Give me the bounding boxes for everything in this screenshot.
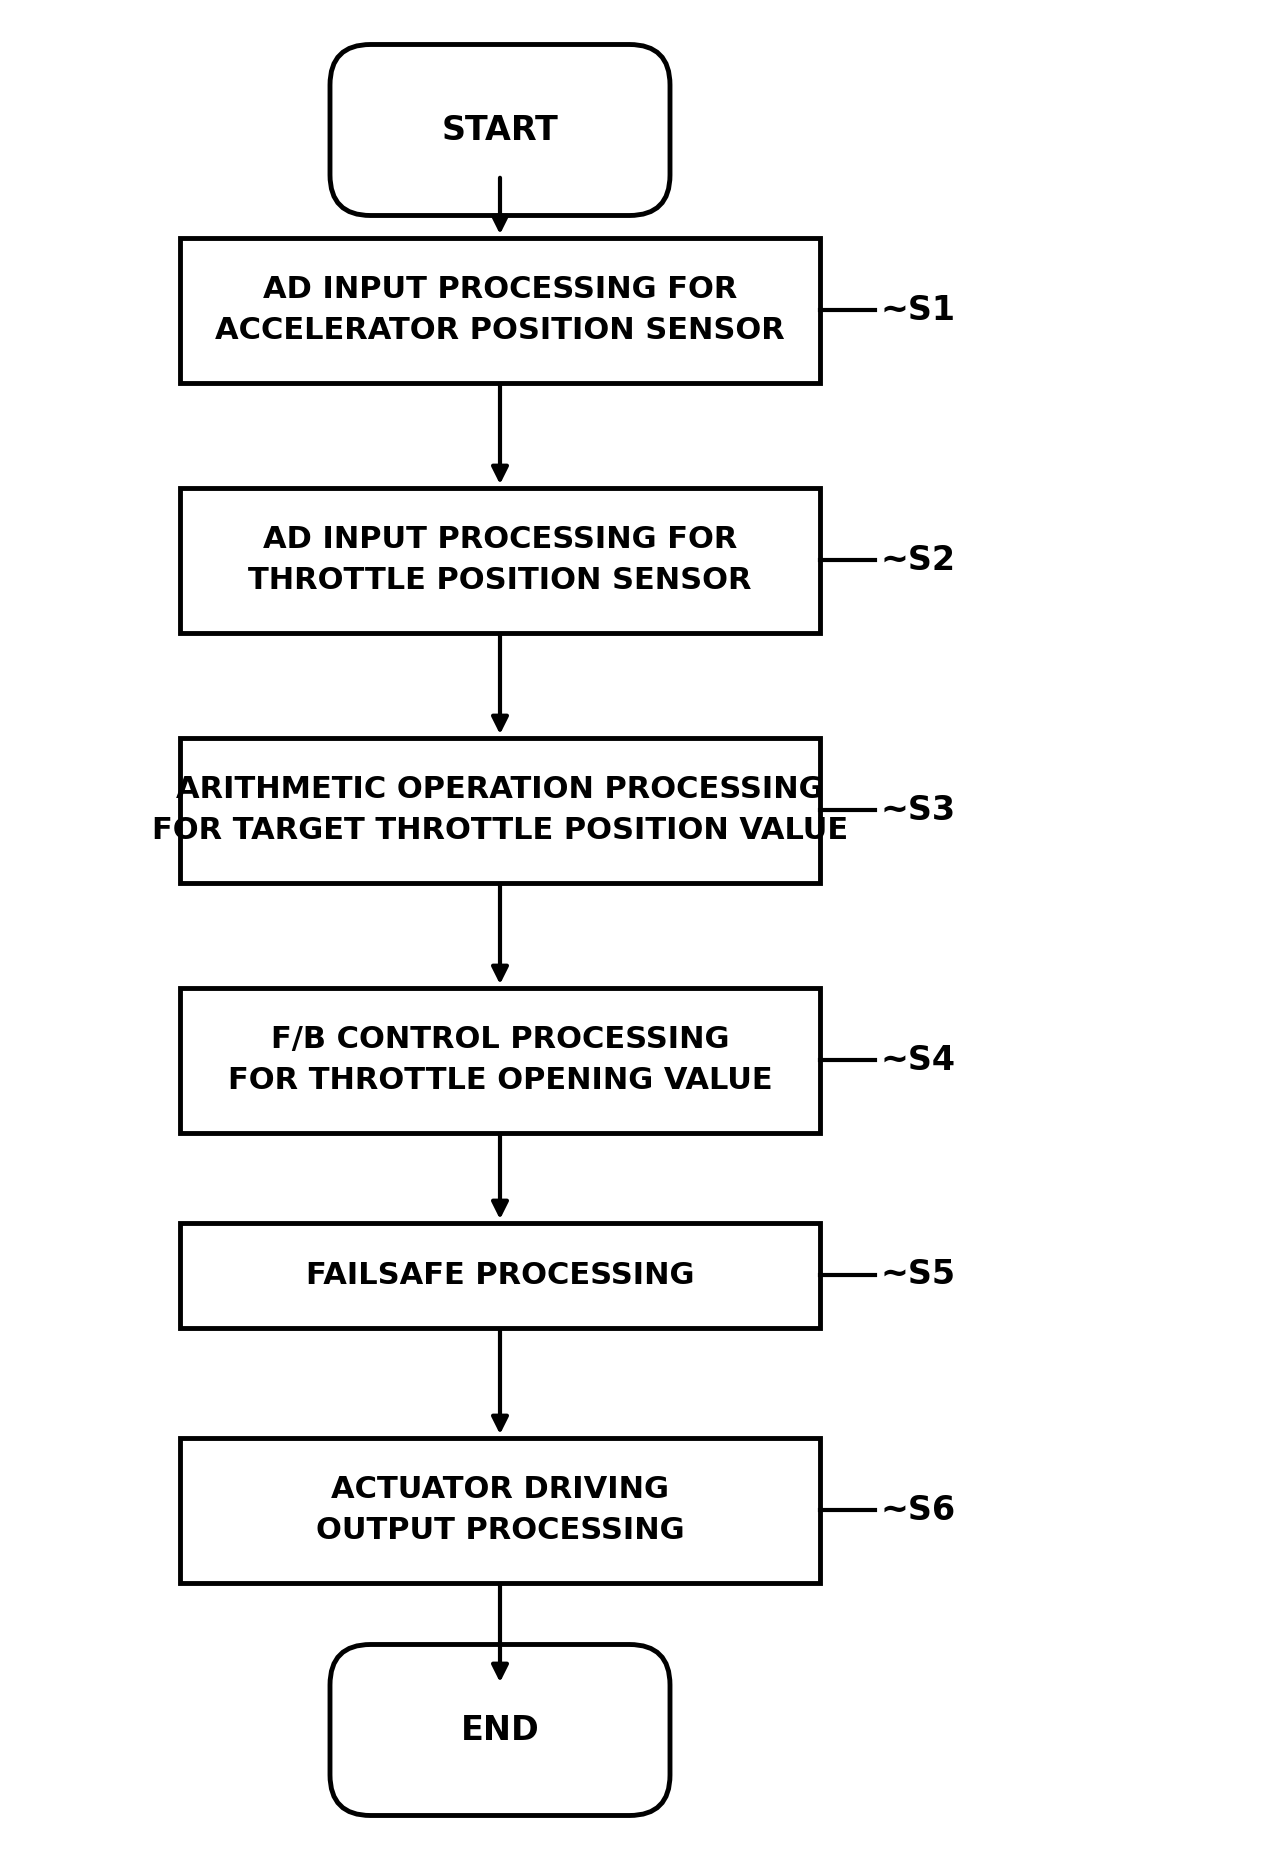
Text: ~S3: ~S3 xyxy=(881,794,955,827)
Bar xyxy=(180,237,820,383)
Text: ~S5: ~S5 xyxy=(881,1258,955,1291)
Bar xyxy=(180,1223,820,1328)
Text: AD INPUT PROCESSING FOR
ACCELERATOR POSITION SENSOR: AD INPUT PROCESSING FOR ACCELERATOR POSI… xyxy=(215,276,785,344)
Text: AD INPUT PROCESSING FOR
THROTTLE POSITION SENSOR: AD INPUT PROCESSING FOR THROTTLE POSITIO… xyxy=(248,525,751,594)
Text: ~S2: ~S2 xyxy=(881,544,955,577)
Text: ~S1: ~S1 xyxy=(881,294,955,326)
Text: ~S4: ~S4 xyxy=(881,1043,955,1077)
Text: ACTUATOR DRIVING
OUTPUT PROCESSING: ACTUATOR DRIVING OUTPUT PROCESSING xyxy=(316,1474,684,1545)
FancyBboxPatch shape xyxy=(330,44,670,215)
Bar xyxy=(180,738,820,882)
Bar xyxy=(180,988,820,1132)
Text: F/B CONTROL PROCESSING
FOR THROTTLE OPENING VALUE: F/B CONTROL PROCESSING FOR THROTTLE OPEN… xyxy=(227,1025,772,1095)
FancyBboxPatch shape xyxy=(330,1645,670,1815)
Text: END: END xyxy=(460,1713,539,1746)
Bar xyxy=(180,1437,820,1582)
Bar xyxy=(180,488,820,633)
Text: ARITHMETIC OPERATION PROCESSING
FOR TARGET THROTTLE POSITION VALUE: ARITHMETIC OPERATION PROCESSING FOR TARG… xyxy=(152,775,849,845)
Text: ~S6: ~S6 xyxy=(881,1493,955,1526)
Text: FAILSAFE PROCESSING: FAILSAFE PROCESSING xyxy=(305,1260,694,1289)
Text: START: START xyxy=(442,113,558,146)
